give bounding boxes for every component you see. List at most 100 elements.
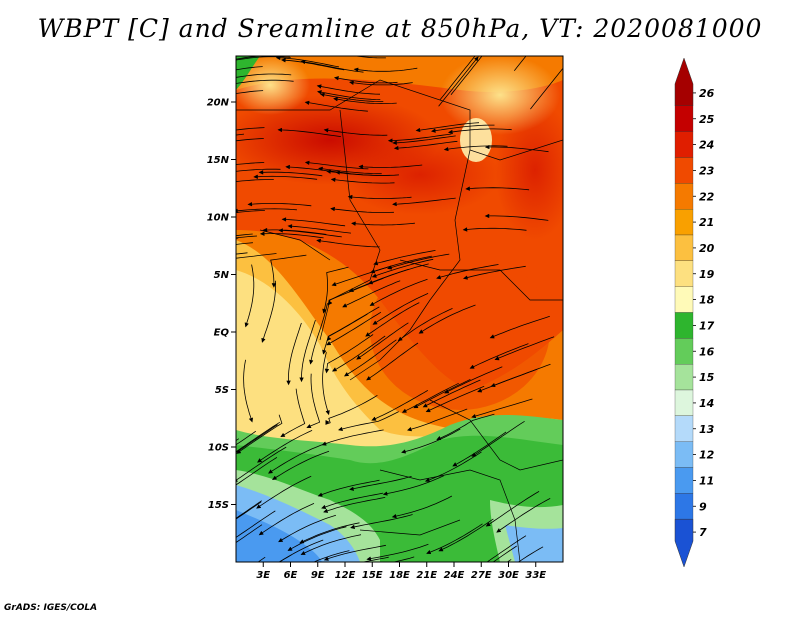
colorbar-label: 18 (699, 294, 715, 307)
colorbar-swatch (674, 286, 694, 313)
streamline (257, 430, 313, 463)
streamline-arrowhead (322, 349, 327, 355)
streamline-arrowhead (327, 569, 331, 572)
streamline (485, 146, 549, 153)
streamline (398, 308, 453, 341)
streamline-arrowhead (227, 58, 231, 61)
streamline-arrowhead (236, 449, 241, 454)
streamline-arrowhead (202, 167, 206, 171)
streamline (426, 385, 485, 412)
colorbar-label: 16 (699, 345, 715, 358)
colorbar-swatch (674, 105, 694, 132)
streamline-arrowhead (184, 467, 188, 470)
streamline-arrowhead (331, 282, 337, 287)
streamline-arrowhead (309, 359, 314, 365)
lat-tick-label: 10N (207, 213, 230, 224)
streamline (278, 539, 324, 562)
streamline (236, 73, 292, 78)
streamline (350, 514, 413, 529)
streamline (282, 218, 346, 227)
streamline-arrowhead (201, 97, 205, 100)
lat-tick-label: 5N (214, 270, 230, 281)
streamline-arrowhead (190, 239, 194, 243)
streamline-arrowhead (413, 404, 419, 409)
streamline-arrowhead (306, 424, 312, 428)
streamline (236, 414, 283, 454)
streamline (401, 428, 461, 453)
streamline (248, 203, 312, 207)
streamline-arrowhead (300, 551, 306, 555)
streamline-arrowhead (382, 491, 388, 496)
streamline (349, 81, 413, 86)
streamline-layer (184, 46, 563, 572)
streamline (326, 311, 382, 346)
streamline (245, 264, 255, 327)
streamline-arrowhead (218, 359, 221, 363)
streamline (496, 498, 551, 533)
streamline-arrowhead (489, 334, 495, 339)
streamline-arrowhead (487, 46, 491, 50)
streamline-arrowhead (287, 224, 293, 229)
streamline-arrowhead (333, 97, 338, 102)
streamline-arrowhead (372, 320, 378, 325)
streamline (305, 162, 369, 170)
streamline-arrowhead (225, 456, 229, 460)
streamline-arrowhead (462, 275, 468, 280)
streamline (370, 255, 432, 273)
streamline-arrowhead (201, 74, 205, 77)
streamline-arrowhead (300, 59, 306, 65)
streamline (317, 240, 380, 248)
streamline (236, 457, 278, 486)
streamline (236, 424, 278, 454)
streamline (331, 208, 394, 213)
streamline (236, 168, 281, 172)
longitude-axis: 3E 6E 9E 12E 15E 18E 21E 24E 27E 30E 33E (256, 562, 546, 581)
streamline-arrowhead (256, 504, 261, 509)
streamline (288, 322, 302, 385)
lon-tick-label: 21E (416, 570, 437, 581)
streamline-arrowhead (278, 538, 283, 543)
streamline (448, 128, 512, 133)
streamline-arrowhead (436, 436, 442, 440)
streamline-arrowhead (356, 355, 361, 360)
streamline (263, 229, 327, 235)
streamline (354, 67, 418, 72)
streamline (324, 544, 386, 561)
streamline (236, 90, 264, 94)
streamline-arrowhead (426, 550, 432, 554)
streamline (426, 523, 483, 554)
streamline-arrowhead (202, 214, 206, 218)
streamline-arrowhead (244, 322, 249, 328)
streamline-arrowhead (190, 248, 194, 252)
streamline-arrowhead (316, 238, 322, 243)
colorbar-swatch (674, 364, 694, 391)
streamline (236, 162, 265, 165)
streamline-arrowhead (331, 367, 337, 372)
streamline (256, 475, 312, 509)
streamline (485, 215, 549, 221)
streamline (280, 388, 306, 437)
streamline-arrowhead (281, 217, 287, 222)
lat-tick-label: 15S (208, 500, 229, 511)
streamline-arrowhead (202, 133, 206, 136)
streamline (318, 168, 382, 175)
streamline (438, 56, 479, 107)
streamline (387, 253, 450, 269)
streamline (414, 379, 471, 409)
streamline-arrowhead (496, 528, 501, 533)
streamline (402, 382, 459, 413)
streamline (236, 233, 253, 237)
streamline-arrowhead (321, 505, 327, 509)
streamline-arrowhead (469, 364, 475, 369)
streamline-arrowhead (401, 408, 407, 413)
streamline (353, 56, 386, 59)
streamline (466, 187, 530, 191)
colorbar-label: 22 (699, 190, 715, 203)
streamline (236, 237, 239, 239)
streamline (393, 135, 456, 144)
streamline (236, 446, 287, 481)
streamline-arrowhead (286, 380, 291, 386)
streamline-arrowhead (342, 303, 347, 308)
